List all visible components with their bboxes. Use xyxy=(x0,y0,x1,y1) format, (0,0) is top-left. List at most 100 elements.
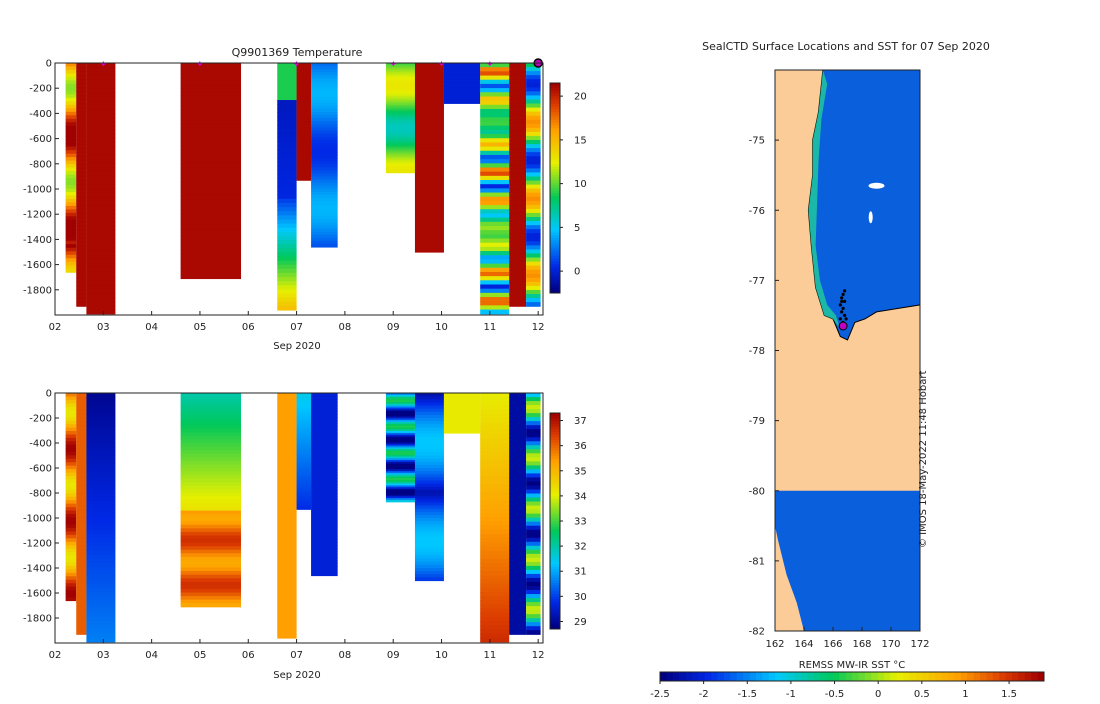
salinity-profile-band xyxy=(480,409,510,415)
temperature-profile-band xyxy=(76,99,87,105)
salinity-profile-band xyxy=(480,471,510,477)
salinity-profile-band xyxy=(385,396,415,400)
temperature-profile-band xyxy=(414,113,444,118)
salinity-profile-band xyxy=(65,413,77,418)
sst-colorbar-tick-label: -0.5 xyxy=(825,689,845,700)
salinity-profile-band xyxy=(311,459,338,464)
salinity-profile-band xyxy=(509,618,527,623)
salinity-profile-band xyxy=(296,460,312,464)
temperature-profile-band xyxy=(86,83,116,89)
temperature-profile-band xyxy=(385,88,415,92)
temperature-profile-band xyxy=(277,194,297,200)
temperature-profile-band xyxy=(277,67,297,72)
temperature-profile-band xyxy=(296,139,312,142)
temperature-colorbar-swatch xyxy=(550,125,560,129)
temperature-profile-band xyxy=(76,103,87,109)
track-point xyxy=(843,313,847,317)
temperature-profile-band xyxy=(277,305,297,311)
temperature-profile-band xyxy=(385,154,415,157)
temperature-profile-band xyxy=(277,268,297,274)
salinity-profile-band xyxy=(526,457,541,462)
salinity-profile-band xyxy=(509,545,527,551)
temperature-profile-band xyxy=(311,182,338,187)
temperature-colorbar-swatch xyxy=(550,167,560,171)
temperature-profile-band xyxy=(480,175,510,181)
salinity-profile-band xyxy=(443,407,481,409)
temperature-profile-band xyxy=(526,164,541,169)
salinity-profile-band xyxy=(296,495,312,499)
salinity-profile-band xyxy=(385,470,415,474)
sst-colorbar-tick-label: 1.5 xyxy=(1001,689,1017,700)
temperature-profile-band xyxy=(277,182,297,188)
temperature-profile-band xyxy=(414,107,444,111)
salinity-profile-band xyxy=(296,406,312,410)
salinity-profile-band xyxy=(385,481,415,485)
salinity-profile-band xyxy=(180,510,242,515)
salinity-colorbar-swatch xyxy=(550,599,560,603)
salinity-profile-band xyxy=(76,553,87,559)
salinity-profile-band xyxy=(180,428,242,433)
salinity-profile-band xyxy=(414,539,444,544)
temperature-profile-band xyxy=(86,121,116,127)
temperature-profile-band xyxy=(76,83,87,88)
sst-colorbar-swatch xyxy=(781,672,789,681)
salinity-profile-band xyxy=(180,410,242,415)
temperature-profile-band xyxy=(277,79,297,85)
salinity-profile-band xyxy=(76,501,87,507)
salinity-profile-band xyxy=(311,511,338,516)
temperature-profile-band xyxy=(443,72,481,74)
temperature-profile-band xyxy=(385,119,415,123)
sst-colorbar-swatch xyxy=(794,672,802,681)
salinity-profile-band xyxy=(296,493,312,497)
temperature-profile-band xyxy=(526,67,541,72)
salinity-profile-band xyxy=(65,451,77,456)
salinity-profile-band xyxy=(385,480,415,483)
salinity-profile-band xyxy=(180,489,242,494)
salinity-profile-band xyxy=(311,502,338,507)
temperature-profile-band xyxy=(509,63,527,68)
temperature-profile-band xyxy=(296,100,312,103)
sst-colorbar-swatch xyxy=(935,672,943,681)
temperature-profile-band xyxy=(385,165,415,168)
temperature-colorbar-swatch xyxy=(550,201,560,205)
salinity-profile-band xyxy=(414,421,444,425)
salinity-profile-band xyxy=(414,558,444,563)
salinity-profile-band xyxy=(414,458,444,463)
track-point xyxy=(838,303,842,307)
temperature-profile-band xyxy=(526,184,541,190)
salinity-profile-band xyxy=(65,597,77,602)
salinity-profile-band xyxy=(296,445,312,448)
salinity-profile-band xyxy=(277,433,297,439)
salinity-profile-band xyxy=(414,524,444,528)
salinity-profile-band xyxy=(480,500,510,506)
salinity-profile-band xyxy=(509,590,527,595)
salinity-profile-band xyxy=(296,422,312,425)
salinity-profile-band xyxy=(311,472,338,476)
salinity-profile-band xyxy=(311,535,338,540)
salinity-profile-band xyxy=(65,410,77,415)
salinity-profile-band xyxy=(277,450,297,455)
salinity-profile-band xyxy=(414,424,444,428)
temperature-profile-band xyxy=(480,138,510,143)
temperature-profile-band xyxy=(509,277,527,283)
temperature-profile-band xyxy=(480,309,510,315)
salinity-profile-band xyxy=(180,482,242,487)
temperature-colorbar-swatch xyxy=(550,104,560,108)
salinity-profile-band xyxy=(296,456,312,460)
salinity-profile-band xyxy=(311,435,338,440)
salinity-colorbar-swatch xyxy=(550,553,560,557)
salinity-profile-band xyxy=(509,393,527,398)
temperature-profile-band xyxy=(65,160,77,165)
salinity-profile-band xyxy=(277,466,297,472)
surface-marker: ✦ xyxy=(293,60,301,70)
temperature-colorbar-swatch xyxy=(550,266,560,270)
sst-colorbar-swatch xyxy=(852,672,859,681)
temperature-profile-band xyxy=(76,75,87,80)
salinity-colorbar-swatch xyxy=(550,461,560,465)
temperature-profile-band xyxy=(65,143,77,148)
sst-colorbar-tick-label: -1 xyxy=(786,689,796,700)
salinity-profile-band xyxy=(414,536,444,541)
temperature-profile-band xyxy=(277,149,297,155)
temperature-profile-band xyxy=(311,105,338,110)
salinity-profile-band xyxy=(86,484,116,489)
